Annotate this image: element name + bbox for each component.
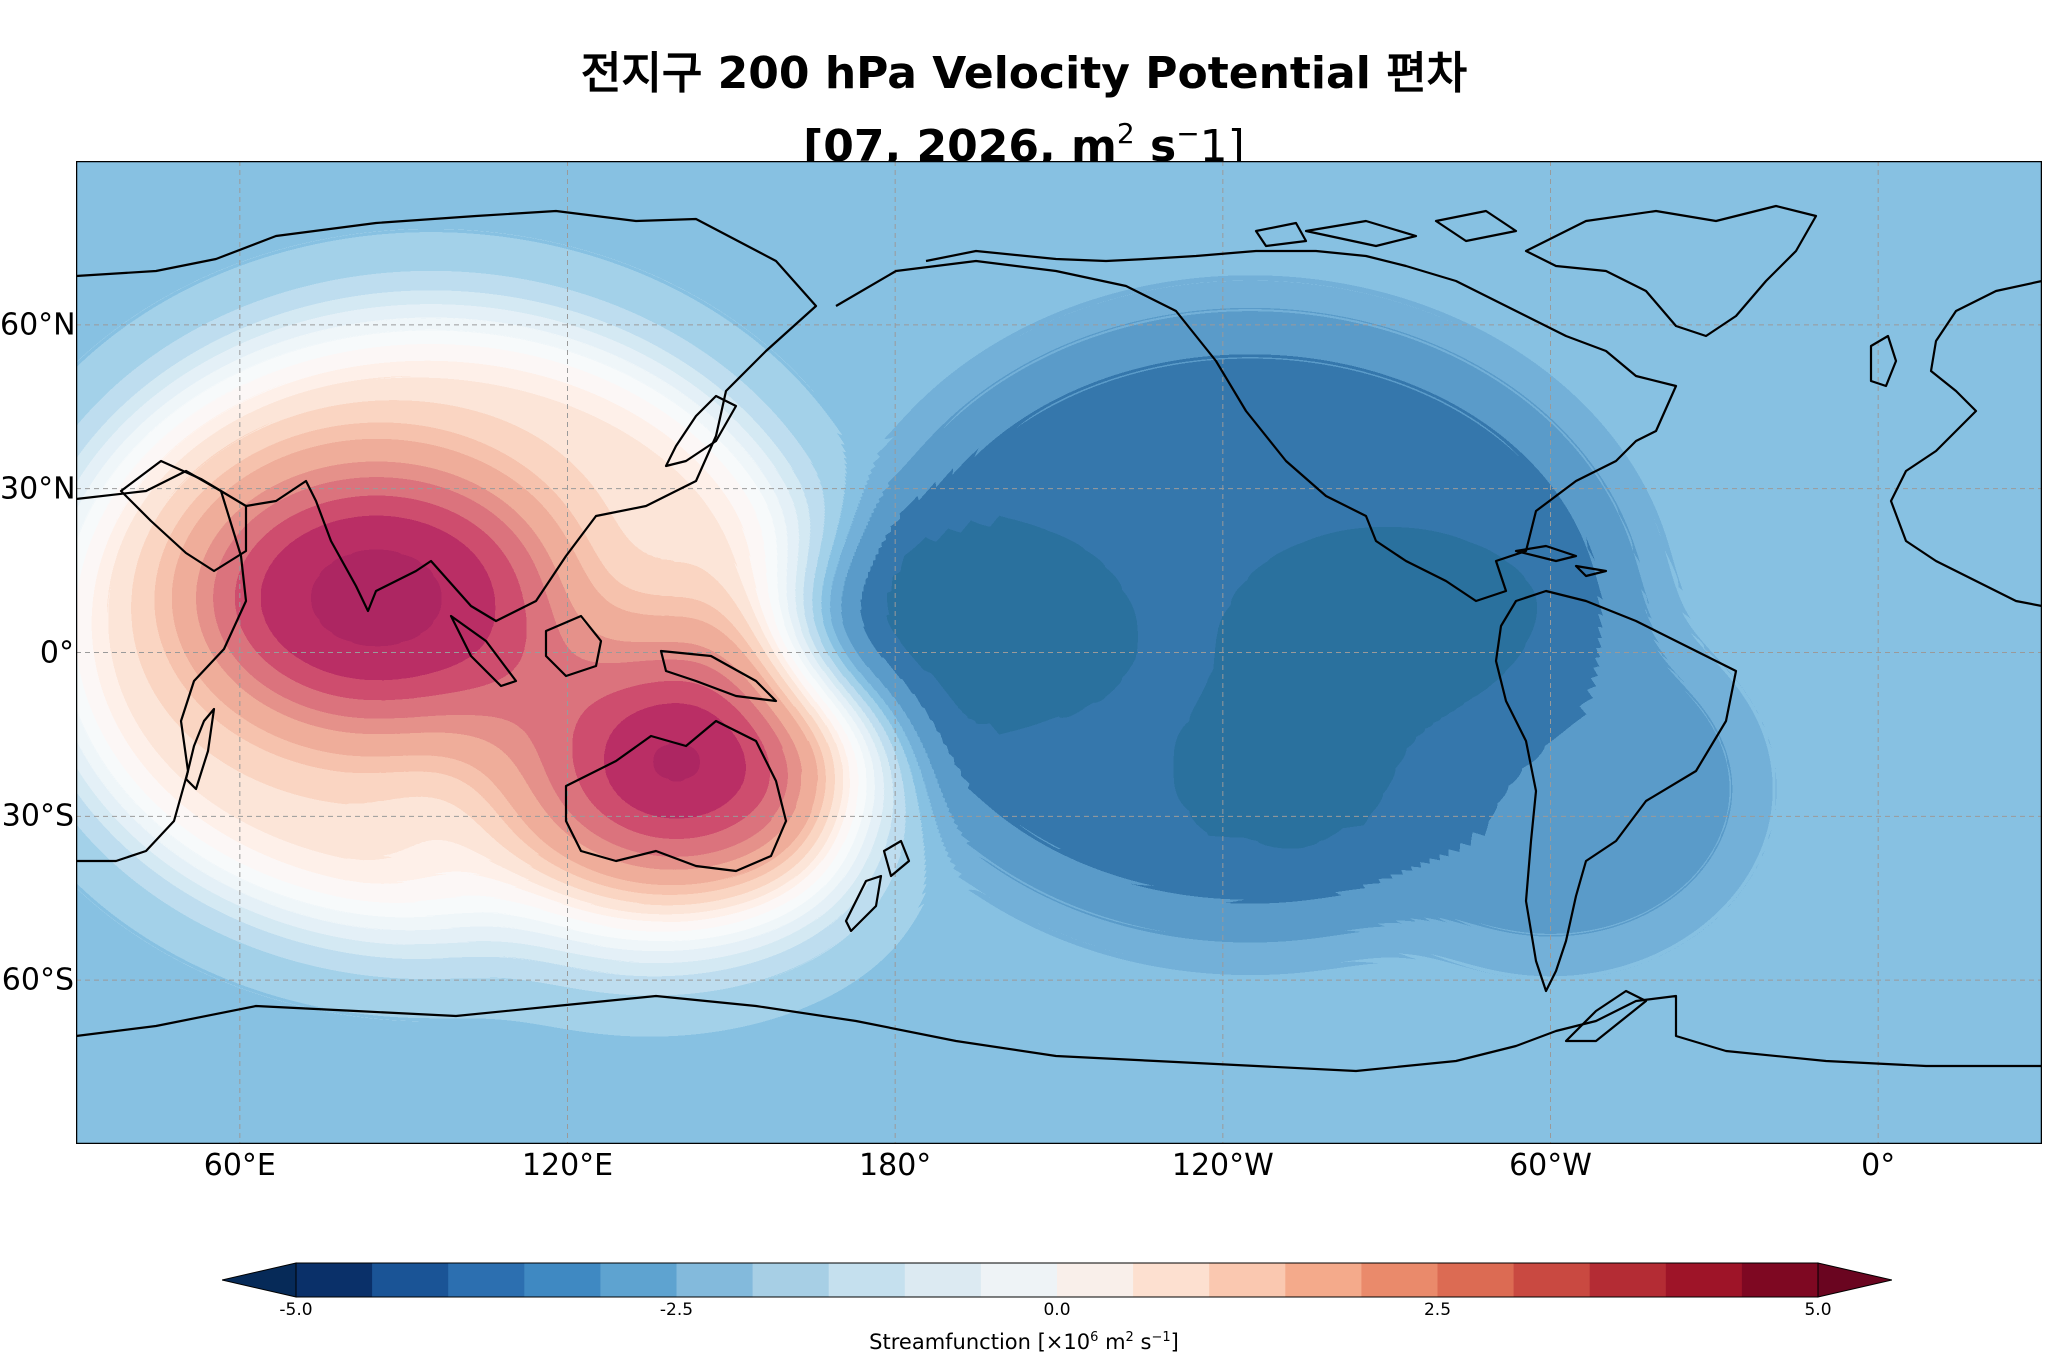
coast-sumatra: [449, 614, 518, 688]
colorbar-label-suffix: ]: [1170, 1330, 1179, 1354]
colorbar-segment: [524, 1263, 601, 1297]
coast-australia: [564, 719, 788, 873]
colorbar-tick-label: 2.5: [1423, 1300, 1452, 1320]
anomaly-negative-peak: [1196, 708, 1381, 837]
colorbar-segment: [372, 1263, 449, 1297]
colorbar-segment: [828, 1263, 906, 1297]
anomaly-negative-peak: [874, 561, 1058, 690]
lon-tick-label: 60°E: [203, 1148, 276, 1183]
colorbar-label-mid2: s: [1133, 1330, 1152, 1354]
coast-new-zealand: [844, 839, 911, 933]
title-units-minus: −: [1176, 117, 1200, 150]
coastlines: [76, 204, 2042, 1073]
lat-tick-label: 30°N: [0, 471, 76, 507]
colorbar-segment: [676, 1263, 754, 1297]
colorbar-segment: [1589, 1263, 1667, 1297]
map-panel: [76, 161, 2042, 1144]
coast-indonesia-borneo: [544, 614, 603, 678]
colorbar-over-arrow: [1817, 1262, 1892, 1298]
colorbar-segment: [448, 1263, 525, 1297]
lat-tick-label: 60°S: [1, 962, 74, 998]
colorbar-segment: [1513, 1263, 1591, 1297]
coast-japan: [664, 394, 738, 468]
colorbar-segment: [904, 1263, 982, 1297]
colorbar-tick-label: 0.0: [1043, 1300, 1071, 1320]
colorbar-segment: [1057, 1263, 1134, 1297]
lat-tick-label: 60°N: [0, 307, 76, 343]
colorbar-label-exp3: −1: [1151, 1330, 1171, 1345]
lon-tick-label: 0°: [1861, 1148, 1896, 1183]
colorbar-tick-label: 5.0: [1804, 1300, 1832, 1320]
colorbar-label: Streamfunction [×106 m2 s−1]: [0, 1330, 2048, 1354]
colorbar-segment: [1285, 1263, 1362, 1297]
colorbar-under-arrow: [222, 1262, 297, 1298]
coast-south-america: [1494, 589, 1738, 993]
map-title-line1: 전지구 200 hPa Velocity Potential 편차: [580, 48, 1468, 99]
colorbar-segments: [222, 1262, 1892, 1298]
anomaly-positive-peak: [275, 514, 477, 682]
colorbar-label-prefix: Streamfunction [×10: [869, 1330, 1091, 1354]
colorbar-segment: [296, 1263, 373, 1297]
colorbar-label-mid: m: [1098, 1330, 1126, 1354]
title-units-exponent: 2: [1116, 117, 1135, 150]
colorbar-label-exp1: 6: [1090, 1330, 1099, 1345]
colorbar-segment: [1133, 1263, 1210, 1297]
coast-north-america: [835, 249, 1678, 603]
colorbar-segment: [1437, 1263, 1515, 1297]
lon-tick-label: 180°: [859, 1148, 932, 1183]
coast-antarctic-peninsula: [1564, 989, 1648, 1043]
coast-antarctica: [76, 994, 2042, 1073]
coast-india-asia: [76, 209, 818, 623]
lon-tick-label: 60°W: [1509, 1148, 1592, 1183]
lon-tick-label: 120°W: [1171, 1148, 1274, 1183]
colorbar: [222, 1262, 1892, 1298]
colorbar-segment: [600, 1263, 678, 1297]
colorbar-segment: [752, 1263, 830, 1297]
coast-europe-africa-west: [1889, 279, 2042, 608]
colorbar-tick-label: -2.5: [659, 1300, 694, 1320]
colorbar-segment: [1665, 1263, 1743, 1297]
coast-arctic-islands: [1254, 209, 1518, 248]
coast-greenland: [1524, 204, 1818, 338]
coast-caribbean: [1514, 544, 1608, 578]
anomaly-positive-peak: [576, 678, 778, 846]
map-canvas: [76, 161, 2042, 1144]
anomaly-blobs: [76, 308, 1742, 964]
coast-new-guinea: [659, 649, 778, 703]
colorbar-border: [295, 1262, 1819, 1298]
gridlines: [76, 161, 2042, 1144]
lon-tick-label: 120°E: [521, 1148, 614, 1183]
colorbar-segment: [1209, 1263, 1286, 1297]
coast-madagascar: [184, 707, 216, 791]
colorbar-label-exp2: 2: [1125, 1330, 1134, 1345]
colorbar-segment: [980, 1263, 1058, 1297]
colorbar-tick-label: -5.0: [279, 1300, 313, 1320]
colorbar-segment: [1741, 1263, 1819, 1297]
map-border: [76, 161, 2042, 1144]
coast-britain: [1869, 334, 1898, 388]
colorbar-segment: [1361, 1263, 1439, 1297]
coast-arabia: [119, 459, 248, 573]
lat-tick-label: 30°S: [1, 798, 74, 834]
lat-tick-label: 0°: [39, 635, 74, 670]
